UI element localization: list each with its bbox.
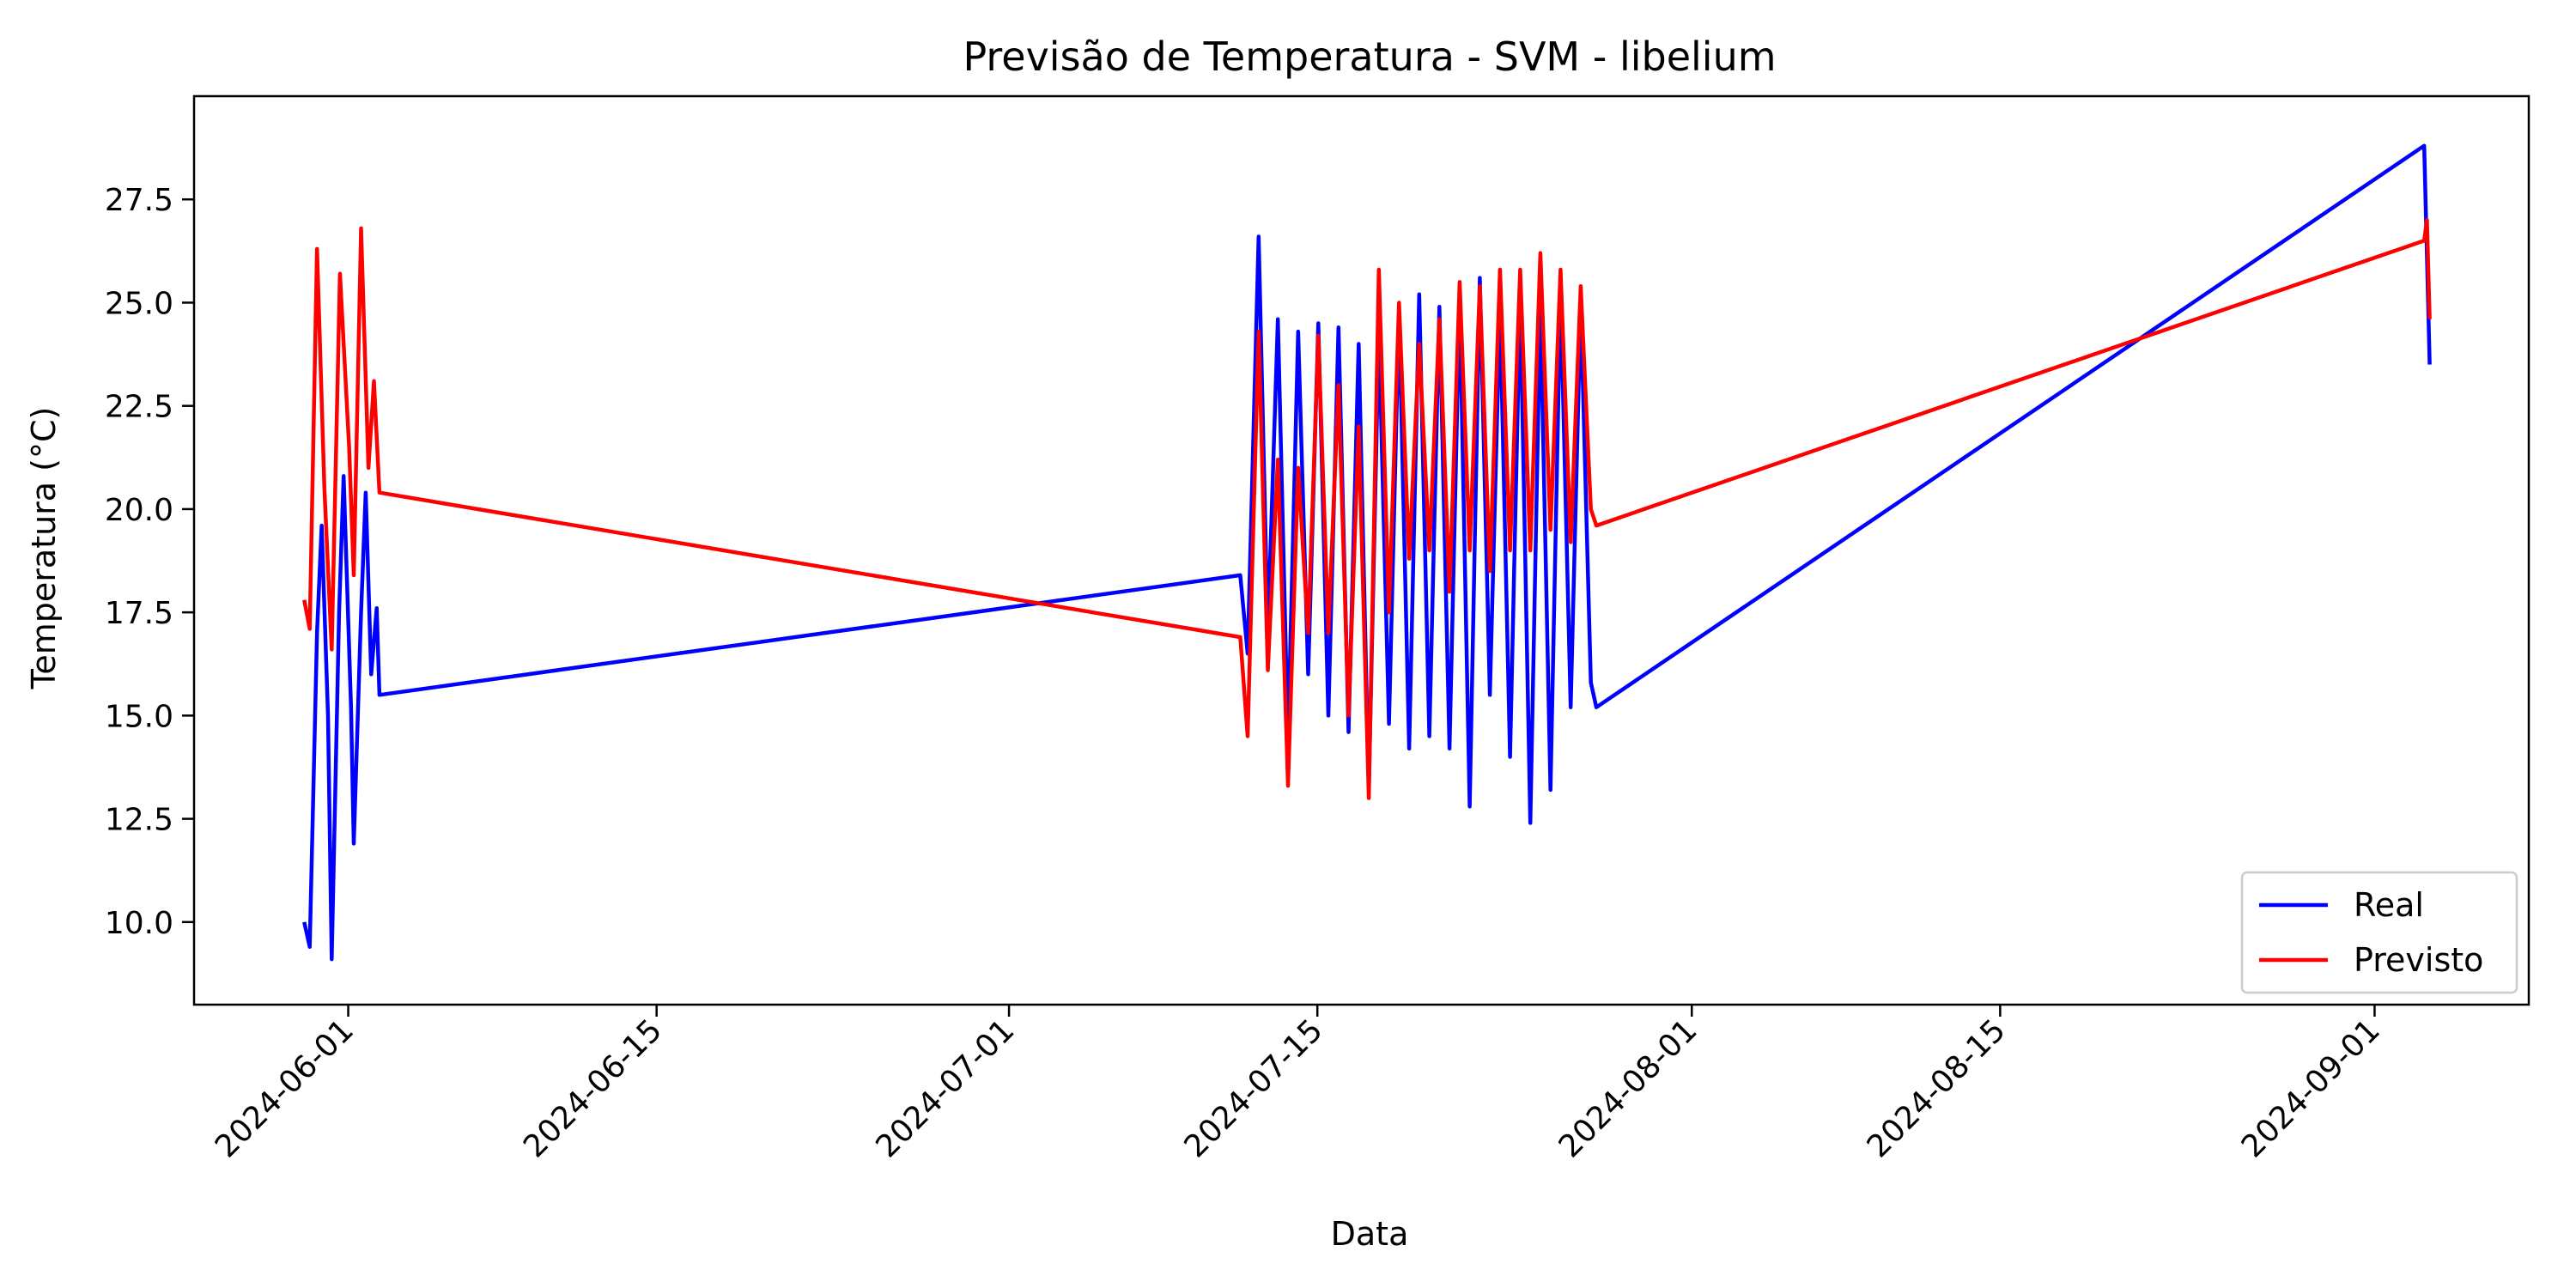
y-tick-label: 20.0 bbox=[105, 493, 173, 528]
y-tick-label: 27.5 bbox=[105, 183, 173, 218]
x-axis-label: Data bbox=[1331, 1215, 1409, 1253]
y-tick-label: 22.5 bbox=[105, 390, 173, 425]
x-tick-label: 2024-08-15 bbox=[1861, 1012, 2013, 1164]
y-axis: 10.0 12.5 15.0 17.5 20.0 22.5 25.0 27.5 bbox=[105, 183, 194, 941]
x-tick-label: 2024-07-01 bbox=[870, 1012, 1022, 1164]
y-axis-label: Temperatura (°C) bbox=[25, 407, 63, 690]
y-tick-label: 10.0 bbox=[105, 906, 173, 941]
y-tick-label: 17.5 bbox=[105, 596, 173, 631]
x-tick-label: 2024-07-15 bbox=[1178, 1012, 1330, 1164]
x-tick-label: 2024-08-01 bbox=[1552, 1012, 1704, 1164]
x-axis: 2024-06-01 2024-06-15 2024-07-01 2024-07-15… bbox=[209, 1005, 2387, 1164]
y-tick-label: 25.0 bbox=[105, 286, 173, 321]
series-line-previsto bbox=[302, 218, 2432, 800]
chart-title: Previsão de Temperatura - SVM - libelium bbox=[963, 33, 1776, 80]
legend-label: Real bbox=[2354, 886, 2424, 924]
plot-frame bbox=[192, 94, 2530, 1006]
series-line-real bbox=[302, 143, 2432, 962]
legend-label: Previsto bbox=[2354, 941, 2483, 979]
x-tick-label: 2024-06-15 bbox=[517, 1012, 669, 1164]
x-tick-label: 2024-06-01 bbox=[209, 1012, 361, 1164]
x-tick-label: 2024-09-01 bbox=[2235, 1012, 2387, 1164]
y-tick-label: 15.0 bbox=[105, 699, 173, 734]
legend-box bbox=[2240, 871, 2518, 994]
y-tick-label: 12.5 bbox=[105, 803, 173, 838]
legend: Real Previsto bbox=[2240, 871, 2518, 994]
series-layer bbox=[302, 143, 2432, 962]
